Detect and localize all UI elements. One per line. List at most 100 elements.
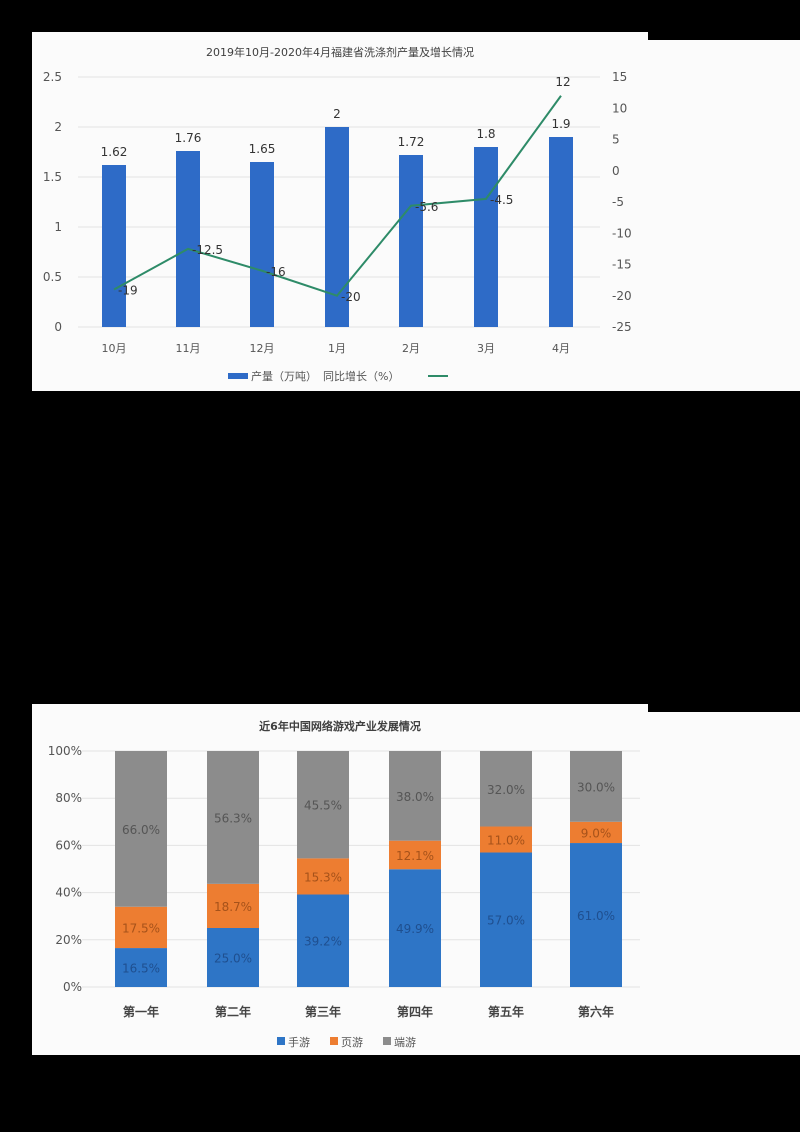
segment-value-label: 16.5% <box>122 962 160 976</box>
segment-value-label: 9.0% <box>581 826 612 840</box>
stacked-segment <box>480 826 532 853</box>
x-axis-category: 2月 <box>402 342 420 355</box>
segment-value-label: 15.3% <box>304 870 342 884</box>
stacked-segment <box>207 928 259 987</box>
growth-line <box>113 95 562 297</box>
stacked-segment <box>207 751 259 884</box>
segment-value-label: 17.5% <box>122 921 160 935</box>
segment-value-label: 49.9% <box>396 922 434 936</box>
chart2-panel-extension <box>648 712 800 1055</box>
stacked-segment <box>115 906 167 949</box>
segment-value-label: 45.5% <box>304 799 342 813</box>
x-axis-category: 第四年 <box>397 1004 433 1019</box>
line-value-label: -20 <box>341 290 361 304</box>
legend-swatch <box>330 1037 338 1045</box>
y-axis-tick: 0% <box>63 980 82 994</box>
y-axis-tick: 40% <box>55 886 82 900</box>
right-axis-tick: -20 <box>612 289 632 303</box>
y-axis-tick: 80% <box>55 791 82 805</box>
right-axis-tick: 10 <box>612 101 627 115</box>
segment-value-label: 12.1% <box>396 849 434 863</box>
segment-value-label: 66.0% <box>122 823 160 837</box>
segment-value-label: 30.0% <box>577 780 615 794</box>
right-axis-tick: 5 <box>612 133 620 147</box>
x-axis-category: 第六年 <box>578 1004 614 1019</box>
x-axis-category: 第三年 <box>305 1004 341 1019</box>
left-axis-tick: 0 <box>54 320 62 334</box>
legend-label-growth: 同比增长（%） <box>323 369 399 383</box>
segment-value-label: 56.3% <box>214 811 252 825</box>
segment-value-label: 57.0% <box>487 914 525 928</box>
bar-value-label: 1.9 <box>551 117 570 131</box>
right-axis-tick: -15 <box>612 258 632 272</box>
legend-swatch <box>383 1037 391 1045</box>
right-axis-tick: -25 <box>612 320 632 334</box>
line-value-label: -19 <box>118 284 138 298</box>
stacked-segment <box>389 869 441 987</box>
segment-value-label: 38.0% <box>396 790 434 804</box>
bar <box>102 165 126 327</box>
stacked-segment <box>115 751 167 907</box>
legend-label-production: 产量（万吨） <box>251 369 317 383</box>
x-axis-category: 11月 <box>176 342 201 355</box>
segment-value-label: 32.0% <box>487 783 525 797</box>
right-axis-tick: -5 <box>612 195 624 209</box>
stacked-segment <box>297 858 349 895</box>
bar-value-label: 1.62 <box>101 145 128 159</box>
x-axis-category: 4月 <box>552 342 570 355</box>
stacked-segment <box>389 751 441 841</box>
segment-value-label: 39.2% <box>304 935 342 949</box>
bar <box>474 147 498 327</box>
left-axis-tick: 2 <box>54 120 62 134</box>
x-axis-category: 12月 <box>250 342 275 355</box>
y-axis-tick: 20% <box>55 933 82 947</box>
stacked-segment <box>570 751 622 822</box>
left-axis-tick: 0.5 <box>43 270 62 284</box>
stacked-segment <box>115 948 167 987</box>
segment-value-label: 18.7% <box>214 900 252 914</box>
legend-label: 端游 <box>394 1036 416 1049</box>
stacked-segment <box>480 852 532 987</box>
stacked-segment <box>389 840 441 870</box>
bar <box>399 155 423 327</box>
right-axis-tick: 0 <box>612 164 620 178</box>
segment-value-label: 61.0% <box>577 909 615 923</box>
line-value-label: -5.6 <box>415 200 438 214</box>
stacked-segment <box>297 751 349 859</box>
x-axis-category: 第一年 <box>123 1004 159 1019</box>
segment-value-label: 25.0% <box>214 952 252 966</box>
bar <box>549 137 573 327</box>
right-axis-tick: 15 <box>612 70 627 84</box>
legend-label: 页游 <box>341 1036 363 1049</box>
stacked-segment <box>297 894 349 987</box>
bar-value-label: 1.65 <box>249 142 276 156</box>
x-axis-category: 1月 <box>328 342 346 355</box>
legend-swatch <box>277 1037 285 1045</box>
y-axis-tick: 60% <box>55 838 82 852</box>
line-value-label: -16 <box>266 265 286 279</box>
x-axis-category: 第二年 <box>215 1004 251 1019</box>
x-axis-category: 3月 <box>477 342 495 355</box>
legend-swatch-bar <box>228 373 248 379</box>
stacked-segment <box>570 843 622 987</box>
right-axis-tick: -10 <box>612 226 632 240</box>
left-axis-tick: 1.5 <box>43 170 62 184</box>
left-axis-tick: 1 <box>54 220 62 234</box>
bar <box>176 151 200 327</box>
y-axis-tick: 100% <box>48 744 82 758</box>
bar-value-label: 2 <box>333 107 341 121</box>
chart-title: 近6年中国网络游戏产业发展情况 <box>259 719 421 733</box>
x-axis-category: 第五年 <box>488 1004 524 1019</box>
bar-value-label: 1.76 <box>175 131 202 145</box>
bar-value-label: 1.72 <box>398 135 425 149</box>
chart1-combo-bar-line: 2019年10月-2020年4月福建省洗涤剂产量及增长情况 0 0.5 1 1.5 2 2.… <box>43 45 632 383</box>
stacked-segment <box>207 883 259 928</box>
line-value-label: -4.5 <box>490 193 513 207</box>
line-value-label: 12 <box>555 75 570 89</box>
chart-title: 2019年10月-2020年4月福建省洗涤剂产量及增长情况 <box>206 45 474 59</box>
segment-value-label: 11.0% <box>487 834 525 848</box>
chart1-panel-extension <box>648 40 800 391</box>
legend-label: 手游 <box>288 1035 310 1049</box>
line-value-label: -12.5 <box>192 243 223 257</box>
